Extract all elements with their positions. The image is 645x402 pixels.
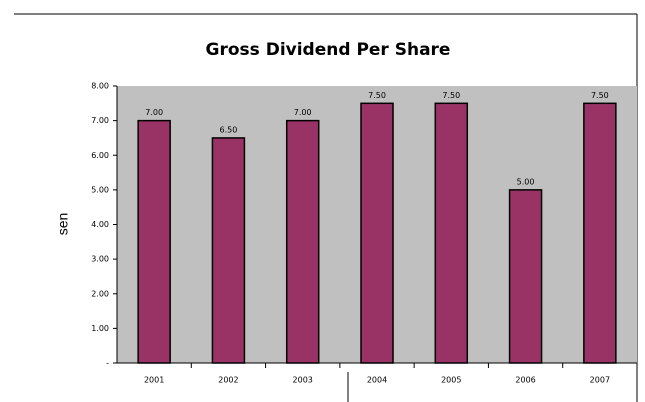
y-axis-label: sen: [55, 213, 71, 236]
y-tick-label: -: [106, 359, 109, 368]
x-tick-label: 2002: [218, 376, 238, 385]
bar: [211, 137, 246, 364]
bar: [360, 102, 394, 364]
x-tick-label: 2006: [515, 376, 535, 385]
value-label: 5.00: [517, 177, 535, 186]
y-tick-label: 2.00: [91, 289, 109, 298]
chart-title: Gross Dividend Per Share: [206, 40, 451, 60]
value-label: 6.50: [220, 125, 238, 134]
y-tick-label: 3.00: [91, 255, 109, 264]
value-label: 7.50: [442, 91, 460, 100]
y-tick-label: 1.00: [91, 324, 109, 333]
x-tick-label: 2001: [144, 376, 164, 385]
bar: [583, 102, 617, 364]
bar: [137, 119, 171, 364]
bar: [285, 119, 320, 364]
x-tick-label: 2003: [293, 376, 313, 385]
y-tick-label: 6.00: [91, 151, 109, 160]
x-tick-label: 2004: [367, 376, 387, 385]
y-tick-label: 7.00: [91, 116, 109, 125]
y-tick-label: 4.00: [91, 220, 109, 229]
value-label: 7.00: [145, 108, 163, 117]
value-label: 7.50: [368, 91, 386, 100]
y-tick-label: 5.00: [91, 185, 109, 194]
value-label: 7.50: [591, 91, 609, 100]
x-tick-label: 2005: [441, 376, 461, 385]
x-tick-label: 2007: [590, 376, 610, 385]
y-tick-label: 8.00: [91, 82, 109, 91]
bar: [508, 189, 543, 364]
bar: [434, 102, 469, 364]
value-label: 7.00: [294, 108, 312, 117]
